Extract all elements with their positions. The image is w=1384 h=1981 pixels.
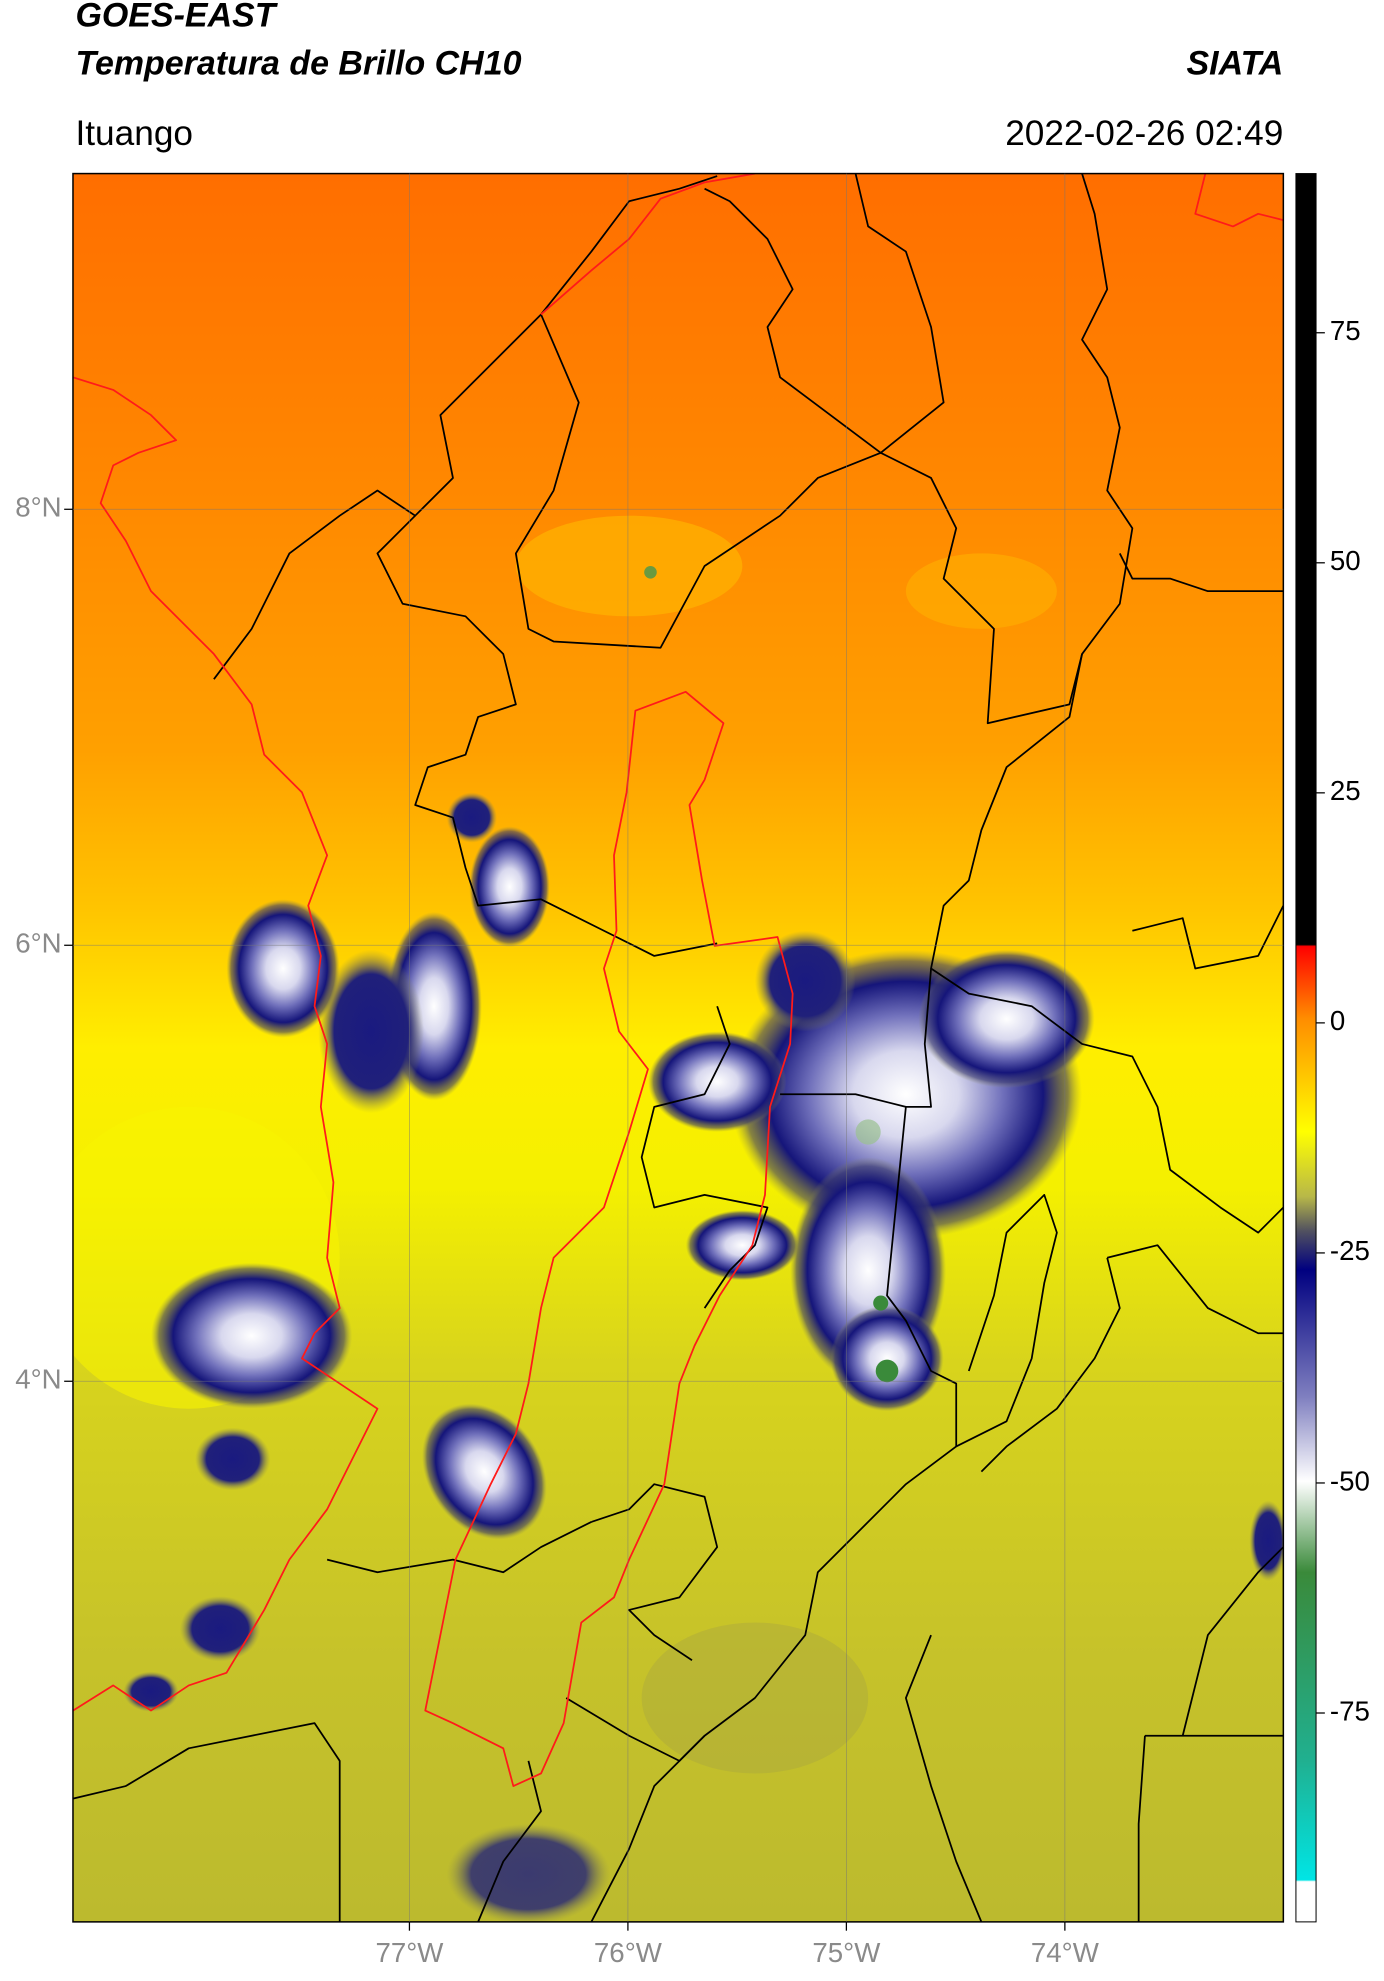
x-tick-label: 77°W [375, 1937, 444, 1968]
colorbar-tick-label: -25 [1330, 1235, 1370, 1266]
location: Ituango [75, 114, 193, 153]
colorbar-tick-label: 25 [1330, 775, 1361, 806]
x-tick-label: 76°W [594, 1937, 663, 1968]
y-tick-label: 8°N [15, 492, 61, 523]
title: GOES-EAST [75, 0, 278, 35]
colorbar [1295, 173, 1317, 1923]
colorbar-tick-label: 50 [1330, 545, 1361, 576]
colorbar-tick-label: -75 [1330, 1695, 1370, 1726]
subtitle: Temperatura de Brillo CH10 [75, 44, 521, 82]
map-frame [72, 172, 1285, 1923]
timestamp: 2022-02-26 02:49 [1005, 114, 1283, 153]
satellite-image [72, 173, 1284, 1922]
source: SIATA [1187, 44, 1284, 82]
colorbar-tick-label: 75 [1330, 315, 1361, 346]
colorbar-tick-label: -50 [1330, 1465, 1370, 1496]
colorbar-tick-label: 0 [1330, 1005, 1345, 1036]
x-tick-label: 75°W [812, 1937, 881, 1968]
y-tick-label: 4°N [15, 1364, 61, 1395]
y-tick-label: 6°N [15, 928, 61, 959]
x-tick-label: 74°W [1031, 1937, 1100, 1968]
